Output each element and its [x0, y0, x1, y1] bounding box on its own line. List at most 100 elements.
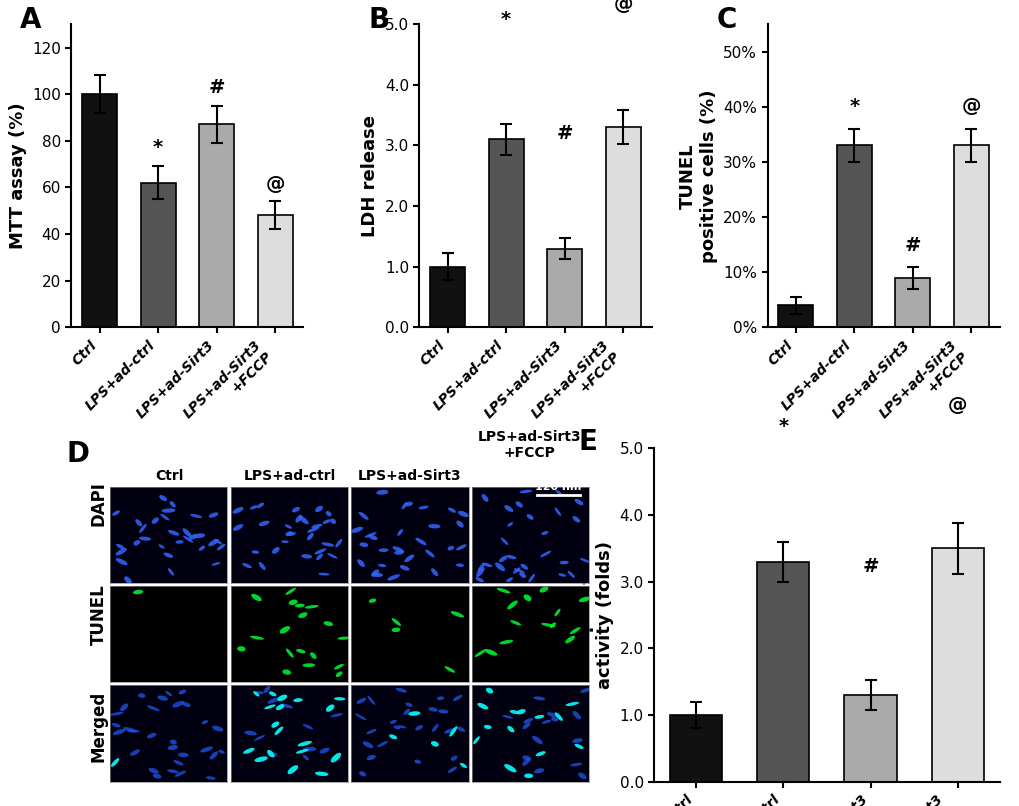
Ellipse shape	[477, 703, 487, 709]
Ellipse shape	[570, 762, 582, 767]
Ellipse shape	[377, 742, 388, 747]
Text: *: *	[153, 139, 163, 157]
Ellipse shape	[296, 649, 306, 654]
Ellipse shape	[326, 704, 334, 712]
Ellipse shape	[535, 751, 545, 756]
Ellipse shape	[575, 744, 583, 749]
Ellipse shape	[359, 512, 368, 520]
Ellipse shape	[175, 540, 183, 544]
Ellipse shape	[554, 713, 561, 721]
Ellipse shape	[337, 637, 350, 640]
Ellipse shape	[367, 696, 375, 705]
Ellipse shape	[399, 565, 409, 571]
Ellipse shape	[455, 563, 464, 567]
Ellipse shape	[163, 553, 173, 558]
Ellipse shape	[368, 534, 377, 540]
Ellipse shape	[450, 611, 464, 617]
Ellipse shape	[447, 546, 453, 550]
Ellipse shape	[292, 698, 303, 702]
Ellipse shape	[139, 537, 151, 541]
Ellipse shape	[259, 521, 269, 526]
Ellipse shape	[455, 544, 467, 550]
Ellipse shape	[285, 588, 296, 595]
Ellipse shape	[507, 726, 514, 732]
Ellipse shape	[326, 704, 333, 712]
Ellipse shape	[366, 729, 376, 734]
Ellipse shape	[168, 568, 174, 575]
Ellipse shape	[167, 770, 178, 773]
Ellipse shape	[120, 704, 128, 711]
Ellipse shape	[532, 736, 542, 744]
Ellipse shape	[415, 538, 426, 545]
Bar	[895, 278, 929, 327]
Ellipse shape	[285, 531, 292, 536]
Ellipse shape	[404, 501, 413, 506]
Text: TUNEL: TUNEL	[90, 584, 108, 646]
Ellipse shape	[516, 709, 525, 714]
Ellipse shape	[257, 503, 264, 508]
Ellipse shape	[534, 768, 544, 774]
Ellipse shape	[277, 695, 287, 701]
Ellipse shape	[519, 572, 526, 578]
Ellipse shape	[510, 621, 521, 625]
Ellipse shape	[243, 748, 255, 754]
Text: LPS+ad-Sirt3: LPS+ad-Sirt3	[358, 469, 461, 483]
Ellipse shape	[321, 542, 334, 546]
Bar	[836, 145, 871, 327]
Ellipse shape	[209, 513, 218, 517]
Text: #: #	[861, 557, 878, 576]
Ellipse shape	[200, 746, 213, 753]
Ellipse shape	[281, 540, 288, 543]
Ellipse shape	[387, 575, 399, 580]
Ellipse shape	[559, 561, 569, 564]
Bar	[141, 183, 175, 327]
Ellipse shape	[428, 707, 437, 712]
Ellipse shape	[367, 755, 375, 760]
Ellipse shape	[362, 742, 373, 748]
Ellipse shape	[414, 759, 421, 764]
Ellipse shape	[310, 652, 316, 659]
Ellipse shape	[280, 704, 292, 708]
Ellipse shape	[541, 720, 550, 724]
Ellipse shape	[305, 605, 318, 609]
Ellipse shape	[572, 516, 580, 522]
Ellipse shape	[259, 562, 265, 570]
Ellipse shape	[378, 564, 386, 567]
Ellipse shape	[194, 534, 205, 538]
Ellipse shape	[499, 640, 513, 644]
Ellipse shape	[570, 627, 580, 634]
Text: 120 nm: 120 nm	[535, 481, 581, 492]
Ellipse shape	[178, 753, 189, 757]
Ellipse shape	[282, 670, 290, 675]
Ellipse shape	[500, 538, 507, 545]
Ellipse shape	[484, 725, 491, 729]
Ellipse shape	[217, 544, 225, 550]
Ellipse shape	[408, 711, 420, 716]
Ellipse shape	[498, 555, 506, 563]
Ellipse shape	[174, 771, 186, 777]
Text: B: B	[368, 6, 389, 34]
Ellipse shape	[323, 621, 333, 626]
Ellipse shape	[287, 765, 298, 775]
Ellipse shape	[580, 688, 591, 693]
Ellipse shape	[130, 750, 140, 756]
Ellipse shape	[540, 550, 550, 557]
Ellipse shape	[172, 701, 184, 708]
Ellipse shape	[557, 573, 566, 577]
Ellipse shape	[252, 550, 259, 554]
Ellipse shape	[307, 533, 314, 540]
Ellipse shape	[566, 702, 578, 706]
Ellipse shape	[578, 596, 590, 602]
Ellipse shape	[580, 558, 589, 563]
Text: #: #	[556, 124, 573, 143]
Text: LPS+ad-ctrl: LPS+ad-ctrl	[244, 469, 335, 483]
Ellipse shape	[572, 711, 581, 719]
Ellipse shape	[447, 508, 455, 513]
Ellipse shape	[447, 767, 457, 773]
Ellipse shape	[415, 725, 423, 730]
Ellipse shape	[183, 536, 193, 542]
Ellipse shape	[307, 527, 319, 533]
Ellipse shape	[173, 760, 183, 766]
Ellipse shape	[112, 723, 120, 727]
Ellipse shape	[168, 530, 179, 536]
